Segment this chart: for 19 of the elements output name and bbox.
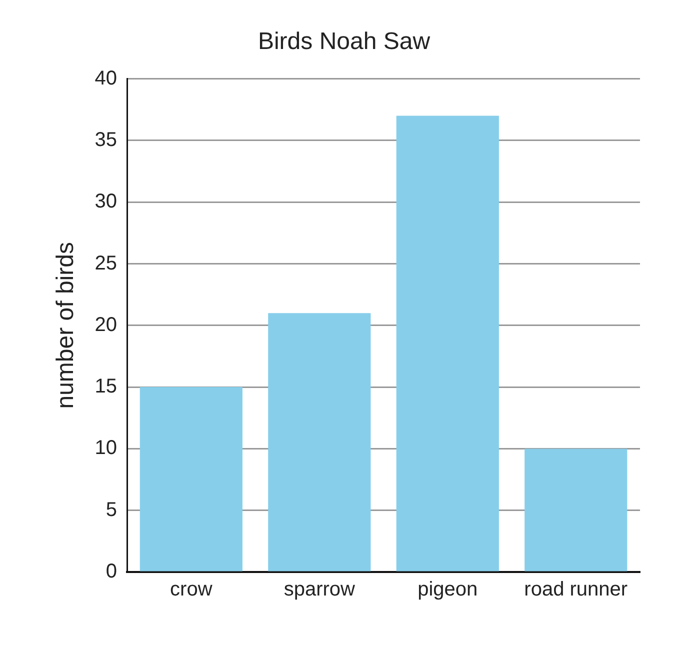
y-tick-label: 20 xyxy=(94,314,118,336)
bar xyxy=(396,116,499,572)
y-tick-label: 10 xyxy=(94,437,118,460)
bar xyxy=(524,448,628,572)
bar xyxy=(140,387,242,572)
y-tick-label: 30 xyxy=(94,190,118,213)
x-tick-label: road runner xyxy=(524,578,628,601)
y-tick-label: 0 xyxy=(106,560,118,583)
x-tick-label: pigeon xyxy=(418,578,478,601)
x-tick-label: sparrow xyxy=(284,578,356,601)
y-tick-label: 25 xyxy=(94,252,118,274)
y-axis-title: number of birds xyxy=(52,242,80,409)
chart-title: Birds Noah Saw xyxy=(258,28,431,56)
x-tick-label: crow xyxy=(170,578,213,601)
bar xyxy=(268,313,371,572)
y-tick-label: 40 xyxy=(94,67,118,90)
y-tick-label: 15 xyxy=(94,376,118,398)
y-tick-label: 35 xyxy=(94,128,118,151)
y-tick-label: 5 xyxy=(106,498,118,521)
